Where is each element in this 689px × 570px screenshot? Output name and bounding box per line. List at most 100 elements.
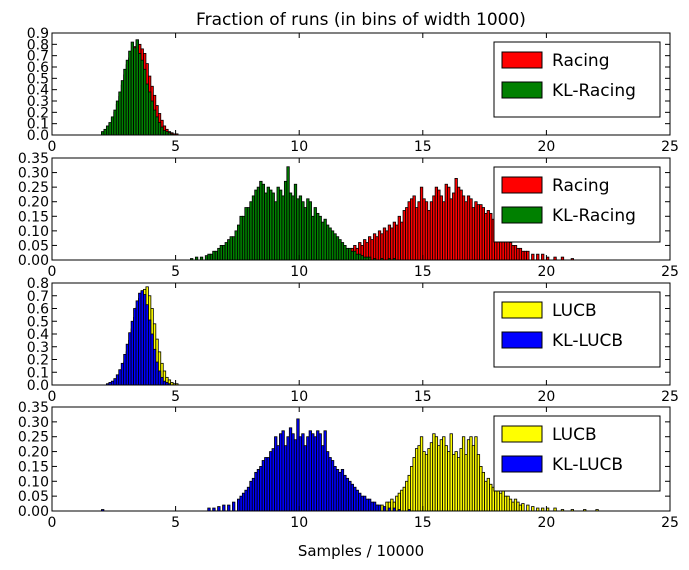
bar (526, 250, 530, 261)
y-tick-label: 0.15 (18, 459, 49, 475)
legend-label: LUCB (552, 425, 597, 445)
x-tick-label: 25 (661, 515, 679, 531)
y-tick-label: 0.5 (27, 314, 49, 330)
x-tick-label: 15 (414, 389, 432, 405)
y-tick-label: 0.35 (18, 400, 49, 416)
panel-1: 0.00.10.20.30.40.50.60.70.80.9 0 5 10 15 20 25… (27, 26, 679, 155)
x-tick-label: 15 (414, 515, 432, 531)
x-tick-label: 10 (290, 389, 308, 405)
y-tick-label: 0.3 (27, 340, 49, 356)
axes-frame (51, 157, 671, 261)
legend-label: LUCB (552, 301, 597, 321)
series-KL-Racing (101, 39, 174, 136)
y-tick-label: 0.4 (27, 327, 49, 343)
y-tick-label: 0.0 (27, 128, 49, 144)
bar (521, 503, 525, 512)
bar (232, 501, 236, 512)
y-tick-label: 0.15 (18, 209, 49, 225)
x-tick-label: 0 (48, 389, 57, 405)
series-KL-LUCB (101, 418, 411, 512)
legend-label: KL-Racing (552, 206, 636, 226)
legend-label: KL-LUCB (552, 455, 623, 475)
legend-label: KL-Racing (552, 81, 636, 101)
legend-label: Racing (552, 176, 610, 196)
legend-swatch (501, 206, 543, 224)
axes-frame (51, 32, 671, 136)
y-tick-label: 0.25 (18, 430, 49, 446)
y-tick-label: 0.20 (18, 195, 49, 211)
y-tick-label: 0.00 (18, 504, 49, 520)
y-tick-label: 0.6 (27, 60, 49, 76)
panel-2: 0.000.050.100.150.200.250.300.35 0 5 10 15 20… (18, 151, 679, 280)
y-tick-label: 0.20 (18, 445, 49, 461)
y-tick-label: 0.0 (27, 378, 49, 394)
bar (217, 506, 221, 512)
y-tick-label: 0.2 (27, 353, 49, 369)
bar (531, 506, 535, 512)
bar (382, 506, 387, 512)
panel-3: 0.00.10.20.30.40.50.60.70.8 0 5 10 15 20 25 LUC… (27, 276, 679, 405)
y-tick-label: 0.7 (27, 289, 49, 305)
legend-swatch (501, 301, 543, 319)
x-tick-label: 10 (290, 264, 308, 280)
y-tick-label: 0.30 (18, 166, 49, 182)
x-tick-label: 5 (171, 264, 180, 280)
x-tick-label: 25 (661, 139, 679, 155)
x-tick-label: 0 (48, 139, 57, 155)
y-tick-label: 0.05 (18, 489, 49, 505)
x-tick-label: 20 (537, 389, 555, 405)
y-tick-label: 0.8 (27, 276, 49, 292)
y-tick-label: 0.05 (18, 238, 49, 254)
panel-4: 0.000.050.100.150.200.250.300.35 0 5 10 15 20… (18, 400, 679, 531)
y-tick-label: 0.7 (27, 49, 49, 65)
bar (541, 253, 545, 261)
legend: LUCB KL-LUCB (493, 291, 661, 368)
y-tick-label: 0.35 (18, 151, 49, 167)
bar (222, 504, 226, 512)
y-tick-label: 0.1 (27, 117, 49, 133)
y-tick-label: 0.4 (27, 83, 49, 99)
chart-title: Fraction of runs (in bins of width 1000) (196, 10, 526, 30)
legend-swatch (501, 51, 543, 69)
series-KL-LUCB (105, 290, 172, 386)
bar (377, 504, 382, 512)
x-tick-label: 5 (171, 139, 180, 155)
x-axis-label: Samples / 10000 (298, 542, 424, 560)
series-KL-Racing (190, 166, 397, 261)
y-tick-label: 0.00 (18, 253, 49, 269)
bar (536, 253, 540, 261)
x-tick-label: 20 (537, 264, 555, 280)
x-tick-label: 25 (661, 264, 679, 280)
x-tick-label: 0 (48, 264, 57, 280)
x-tick-label: 15 (414, 139, 432, 155)
bar (227, 504, 231, 512)
x-tick-label: 10 (290, 139, 308, 155)
legend-swatch (501, 176, 543, 194)
axes-frame (51, 406, 671, 512)
legend-box (493, 415, 661, 492)
legend: LUCB KL-LUCB (493, 415, 661, 492)
legend: Racing KL-Racing (493, 41, 661, 118)
y-tick-label: 0.10 (18, 224, 49, 240)
y-tick-label: 0.25 (18, 180, 49, 196)
y-tick-label: 0.1 (27, 365, 49, 381)
legend-label: KL-LUCB (552, 331, 623, 351)
legend: Racing KL-Racing (493, 166, 661, 243)
x-tick-label: 20 (537, 139, 555, 155)
y-tick-label: 0.3 (27, 94, 49, 110)
legend-label: Racing (552, 51, 610, 71)
panels-group: 0.00.10.20.30.40.50.60.70.80.90 5 10 15 20 25… (18, 26, 679, 531)
bar (526, 504, 530, 512)
legend-swatch (501, 425, 543, 443)
bar (531, 253, 535, 261)
y-tick-label: 0.5 (27, 71, 49, 87)
x-tick-label: 20 (537, 515, 555, 531)
x-tick-label: 10 (290, 515, 308, 531)
x-tick-label: 25 (661, 389, 679, 405)
y-tick-label: 0.6 (27, 302, 49, 318)
y-tick-label: 0.30 (18, 415, 49, 431)
legend-swatch (501, 331, 543, 349)
y-tick-label: 0.8 (27, 37, 49, 53)
y-tick-label: 0.9 (27, 26, 49, 42)
